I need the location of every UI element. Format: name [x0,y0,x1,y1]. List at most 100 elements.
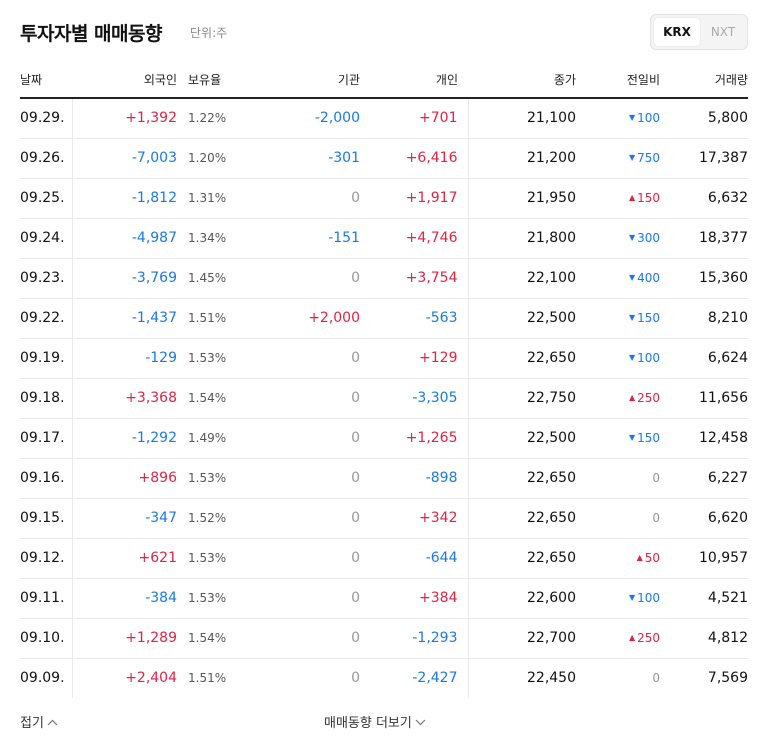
col-header-date: 날짜 [20,62,72,99]
date-cell: 09.29. [20,98,72,139]
individual-cell: +342 [360,498,469,539]
change-cell: ▲ 250 [576,618,660,659]
date-cell: 09.26. [20,138,72,179]
date-cell: 09.22. [20,298,72,339]
date-cell: 09.11. [20,578,72,619]
close-cell: 22,650 [468,458,576,499]
individual-cell: -563 [360,298,469,339]
table-row: 09.18. +3,368 1.54% 0 -3,305 22,750 ▲ 250 11,656 [20,378,748,419]
change-value: 150 [637,311,660,325]
individual-cell: -2,427 [360,658,469,698]
table-row: 09.24. -4,987 1.34% -151 +4,746 21,800 ▼ 300 18,… [20,218,748,259]
volume-cell: 18,377 [660,218,748,259]
change-value: 250 [637,391,660,405]
volume-cell: 6,227 [660,458,748,499]
foreign-cell: -1,292 [71,418,180,459]
triangle-down-icon: ▼ [628,353,636,362]
table-row: 09.15. -347 1.52% 0 +342 22,650 0 6,620 [20,498,748,539]
holding-cell: 1.31% [180,178,260,219]
change-cell: 0 [576,458,660,499]
holding-cell: 1.22% [180,98,260,139]
table-row: 09.22. -1,437 1.51% +2,000 -563 22,500 ▼ 150 8,2… [20,298,748,339]
col-header-institution: 기관 [260,62,360,99]
triangle-up-icon: ▲ [628,633,636,642]
triangle-down-icon: ▼ [628,153,636,162]
volume-cell: 12,458 [660,418,748,459]
date-cell: 09.24. [20,218,72,259]
chevron-up-icon [47,715,58,730]
holding-cell: 1.53% [180,538,260,579]
table-row: 09.25. -1,812 1.31% 0 +1,917 21,950 ▲ 150 6,632 [20,178,748,219]
change-cell: ▼ 150 [576,298,660,339]
market-toggle: KRX NXT [650,14,748,50]
date-cell: 09.18. [20,378,72,419]
triangle-down-icon: ▼ [628,273,636,282]
table-row: 09.23. -3,769 1.45% 0 +3,754 22,100 ▼ 400 15,360 [20,258,748,299]
holding-cell: 1.54% [180,378,260,419]
foreign-cell: +1,289 [71,618,180,659]
investor-trading-table: 날짜 외국인 보유율 기관 개인 종가 전일비 거래량 09.29. +1,392… [20,62,748,698]
change-value: 250 [637,631,660,645]
change-cell: ▼ 750 [576,138,660,179]
institution-cell: -151 [260,218,360,259]
more-trading-label: 매매동향 더보기 [324,716,412,731]
volume-cell: 17,387 [660,138,748,179]
holding-cell: 1.20% [180,138,260,179]
table-footer: 접기 매매동향 더보기 [20,712,748,732]
fold-label: 접기 [20,716,44,731]
volume-cell: 7,569 [707,670,748,687]
institution-cell: 0 [260,538,360,579]
fold-button[interactable]: 접기 [20,712,58,731]
volume-cell: 5,800 [660,98,748,139]
institution-cell: -2,000 [260,98,360,139]
holding-cell: 1.53% [180,458,260,499]
table-row: 09.29. +1,392 1.22% -2,000 +701 21,100 ▼ 100 5,8… [20,98,748,139]
holding-cell: 1.52% [180,498,260,539]
volume-cell: 6,632 [660,178,748,219]
change-cell: ▼ 100 [576,98,660,139]
holding-cell: 1.53% [180,578,260,619]
individual-cell: -644 [360,538,469,579]
institution-cell: 0 [351,670,360,687]
individual-cell: +129 [360,338,469,379]
triangle-up-icon: ▲ [636,553,643,562]
volume-cell: 4,521 [660,578,748,619]
table-row: 09.26. -7,003 1.20% -301 +6,416 21,200 ▼ 750 17,… [20,138,748,179]
tab-krx[interactable]: KRX [654,18,700,46]
table-row: 09.16. +896 1.53% 0 -898 22,650 0 6,227 [20,458,748,499]
change-cell: ▼ 100 [576,338,660,379]
tab-nxt[interactable]: NXT [710,25,736,39]
table-row: 09.17. -1,292 1.49% 0 +1,265 22,500 ▼ 150 12,458 [20,418,748,459]
institution-cell: -301 [260,138,360,179]
change-cell: 0 [576,498,660,539]
close-cell: 21,200 [468,138,576,179]
holding-cell: 1.49% [180,418,260,459]
section-title: 투자자별 매매동향 [20,23,162,45]
table-row: 09.10. +1,289 1.54% 0 -1,293 22,700 ▲ 250 4,812 [20,618,748,659]
date-cell: 09.16. [20,458,72,499]
institution-cell: 0 [260,618,360,659]
volume-cell: 6,620 [660,498,748,539]
change-value: 50 [644,551,660,565]
close-cell: 22,650 [468,338,576,379]
holding-cell: 1.45% [180,258,260,299]
date-cell: 09.09. [20,670,65,687]
more-trading-button[interactable]: 매매동향 더보기 [324,712,426,731]
col-header-holding: 보유율 [180,62,260,99]
close-cell: 21,800 [468,218,576,259]
institution-cell: +2,000 [260,298,360,339]
institution-cell: 0 [260,378,360,419]
foreign-cell: -384 [71,578,180,619]
holding-cell: 1.34% [180,218,260,259]
col-header-close: 종가 [468,62,576,99]
col-header-individual: 개인 [360,62,468,99]
close-cell: 21,100 [468,98,576,139]
individual-cell: +4,746 [360,218,469,259]
close-cell: 22,500 [468,298,576,339]
date-cell: 09.10. [20,618,72,659]
foreign-cell: -3,769 [71,258,180,299]
institution-cell: 0 [260,178,360,219]
change-value: 400 [637,271,660,285]
close-cell: 22,650 [468,498,576,539]
institution-cell: 0 [260,458,360,499]
